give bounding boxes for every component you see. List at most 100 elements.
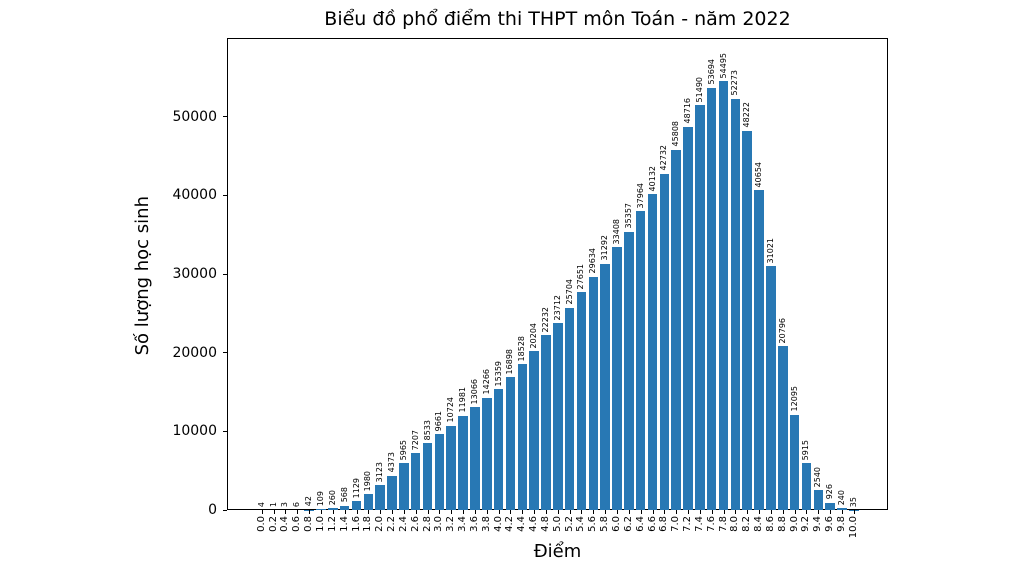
x-tick-label: 0.8	[303, 516, 315, 532]
x-tick-mark	[309, 510, 311, 514]
bar	[387, 475, 397, 510]
x-tick-label: 3.8	[480, 516, 492, 532]
bar-value-label: 53694	[706, 59, 716, 85]
bar-value-label: 31292	[600, 235, 610, 261]
bar-value-label: 20204	[529, 322, 539, 349]
chart-title: Biểu đồ phổ điểm thi THPT môn Toán - năm…	[324, 8, 791, 30]
bar	[375, 485, 385, 510]
x-tick-label: 9.4	[812, 516, 824, 532]
x-tick-mark	[486, 510, 488, 514]
x-tick-mark	[605, 510, 607, 514]
x-tick-mark	[806, 510, 808, 514]
bar-value-label: 20796	[777, 317, 787, 344]
bar	[825, 502, 835, 510]
x-tick-mark	[747, 510, 749, 514]
bar-value-label: 109	[316, 490, 325, 507]
y-tick-mark	[223, 273, 227, 275]
x-tick-mark	[593, 510, 595, 514]
bar	[446, 425, 456, 510]
bar-value-label: 27651	[576, 264, 586, 290]
bar-value-label: 9661	[434, 410, 444, 432]
x-tick-mark	[818, 510, 820, 514]
bar-value-label: 1	[268, 501, 278, 507]
x-tick-label: 4.8	[539, 516, 551, 532]
bar	[837, 508, 847, 510]
x-tick-mark	[794, 510, 796, 514]
bar	[576, 292, 587, 510]
bar-value-label: 240	[836, 489, 846, 506]
x-tick-mark	[261, 510, 263, 514]
bar	[328, 507, 338, 510]
x-tick-mark	[474, 510, 476, 514]
x-tick-mark	[439, 510, 441, 514]
x-tick-label: 3.4	[457, 516, 469, 532]
x-tick-mark	[841, 510, 843, 514]
x-tick-label: 7.6	[705, 516, 717, 532]
bar-value-label: 48222	[742, 102, 752, 128]
x-tick-mark	[368, 510, 370, 514]
bar	[683, 126, 693, 510]
x-tick-label: 0.2	[267, 516, 279, 532]
x-tick-mark	[735, 510, 737, 514]
x-tick-mark	[321, 510, 322, 514]
x-tick-mark	[403, 510, 405, 514]
bar	[422, 442, 433, 510]
x-tick-mark	[557, 510, 559, 514]
bar-value-label: 3	[280, 501, 290, 507]
x-tick-mark	[463, 510, 465, 514]
x-tick-mark	[380, 510, 382, 514]
x-tick-mark	[664, 510, 666, 514]
x-tick-label: 9.6	[824, 516, 836, 532]
bar-value-label: 926	[825, 484, 835, 500]
y-tick-label: 50000	[172, 108, 217, 125]
x-tick-mark	[676, 510, 678, 514]
x-tick-label: 2.2	[386, 516, 398, 532]
x-tick-label: 1.4	[338, 516, 350, 532]
bar-value-label: 31021	[765, 237, 775, 263]
x-tick-mark	[770, 510, 772, 514]
x-tick-mark	[522, 510, 524, 514]
x-tick-label: 8.0	[729, 516, 741, 532]
bar-value-label: 6	[292, 501, 302, 507]
x-tick-mark	[285, 510, 287, 514]
bar	[801, 463, 812, 510]
bar	[718, 81, 729, 510]
bar-value-label: 23712	[552, 295, 562, 321]
x-tick-mark	[498, 510, 500, 514]
bar	[730, 98, 741, 510]
y-tick-label: 20000	[172, 344, 217, 361]
bar-value-label: 16898	[505, 348, 515, 375]
x-tick-mark	[853, 510, 855, 514]
bar-value-label: 25704	[564, 279, 574, 305]
x-tick-label: 3.6	[468, 516, 480, 532]
bar	[588, 276, 599, 510]
bar	[458, 415, 468, 510]
x-tick-label: 5.4	[575, 516, 587, 532]
x-tick-label: 3.2	[445, 516, 457, 532]
bar	[553, 323, 563, 510]
x-tick-mark	[723, 510, 725, 514]
x-tick-label: 4.4	[516, 516, 528, 532]
x-tick-mark	[699, 510, 701, 514]
x-tick-mark	[830, 510, 832, 514]
x-tick-mark	[356, 510, 358, 514]
bar	[612, 247, 622, 510]
bar-value-label: 15359	[493, 360, 503, 387]
bar-value-label: 42732	[659, 145, 669, 171]
x-tick-mark	[427, 510, 429, 514]
x-tick-mark	[640, 510, 642, 514]
y-tick-label: 0	[208, 502, 217, 518]
x-tick-label: 4.2	[504, 516, 516, 532]
bar	[541, 335, 551, 510]
bar	[754, 190, 764, 510]
bar	[695, 104, 705, 510]
x-tick-label: 9.2	[800, 516, 812, 532]
bar-value-label: 11981	[458, 387, 468, 413]
x-tick-mark	[545, 510, 547, 514]
x-tick-label: 6.8	[658, 516, 670, 532]
bar	[434, 434, 445, 510]
bar-value-label: 48716	[683, 98, 693, 124]
bar-value-label: 22232	[540, 306, 550, 333]
y-tick-mark	[223, 194, 227, 196]
x-tick-label: 6.0	[611, 516, 622, 532]
